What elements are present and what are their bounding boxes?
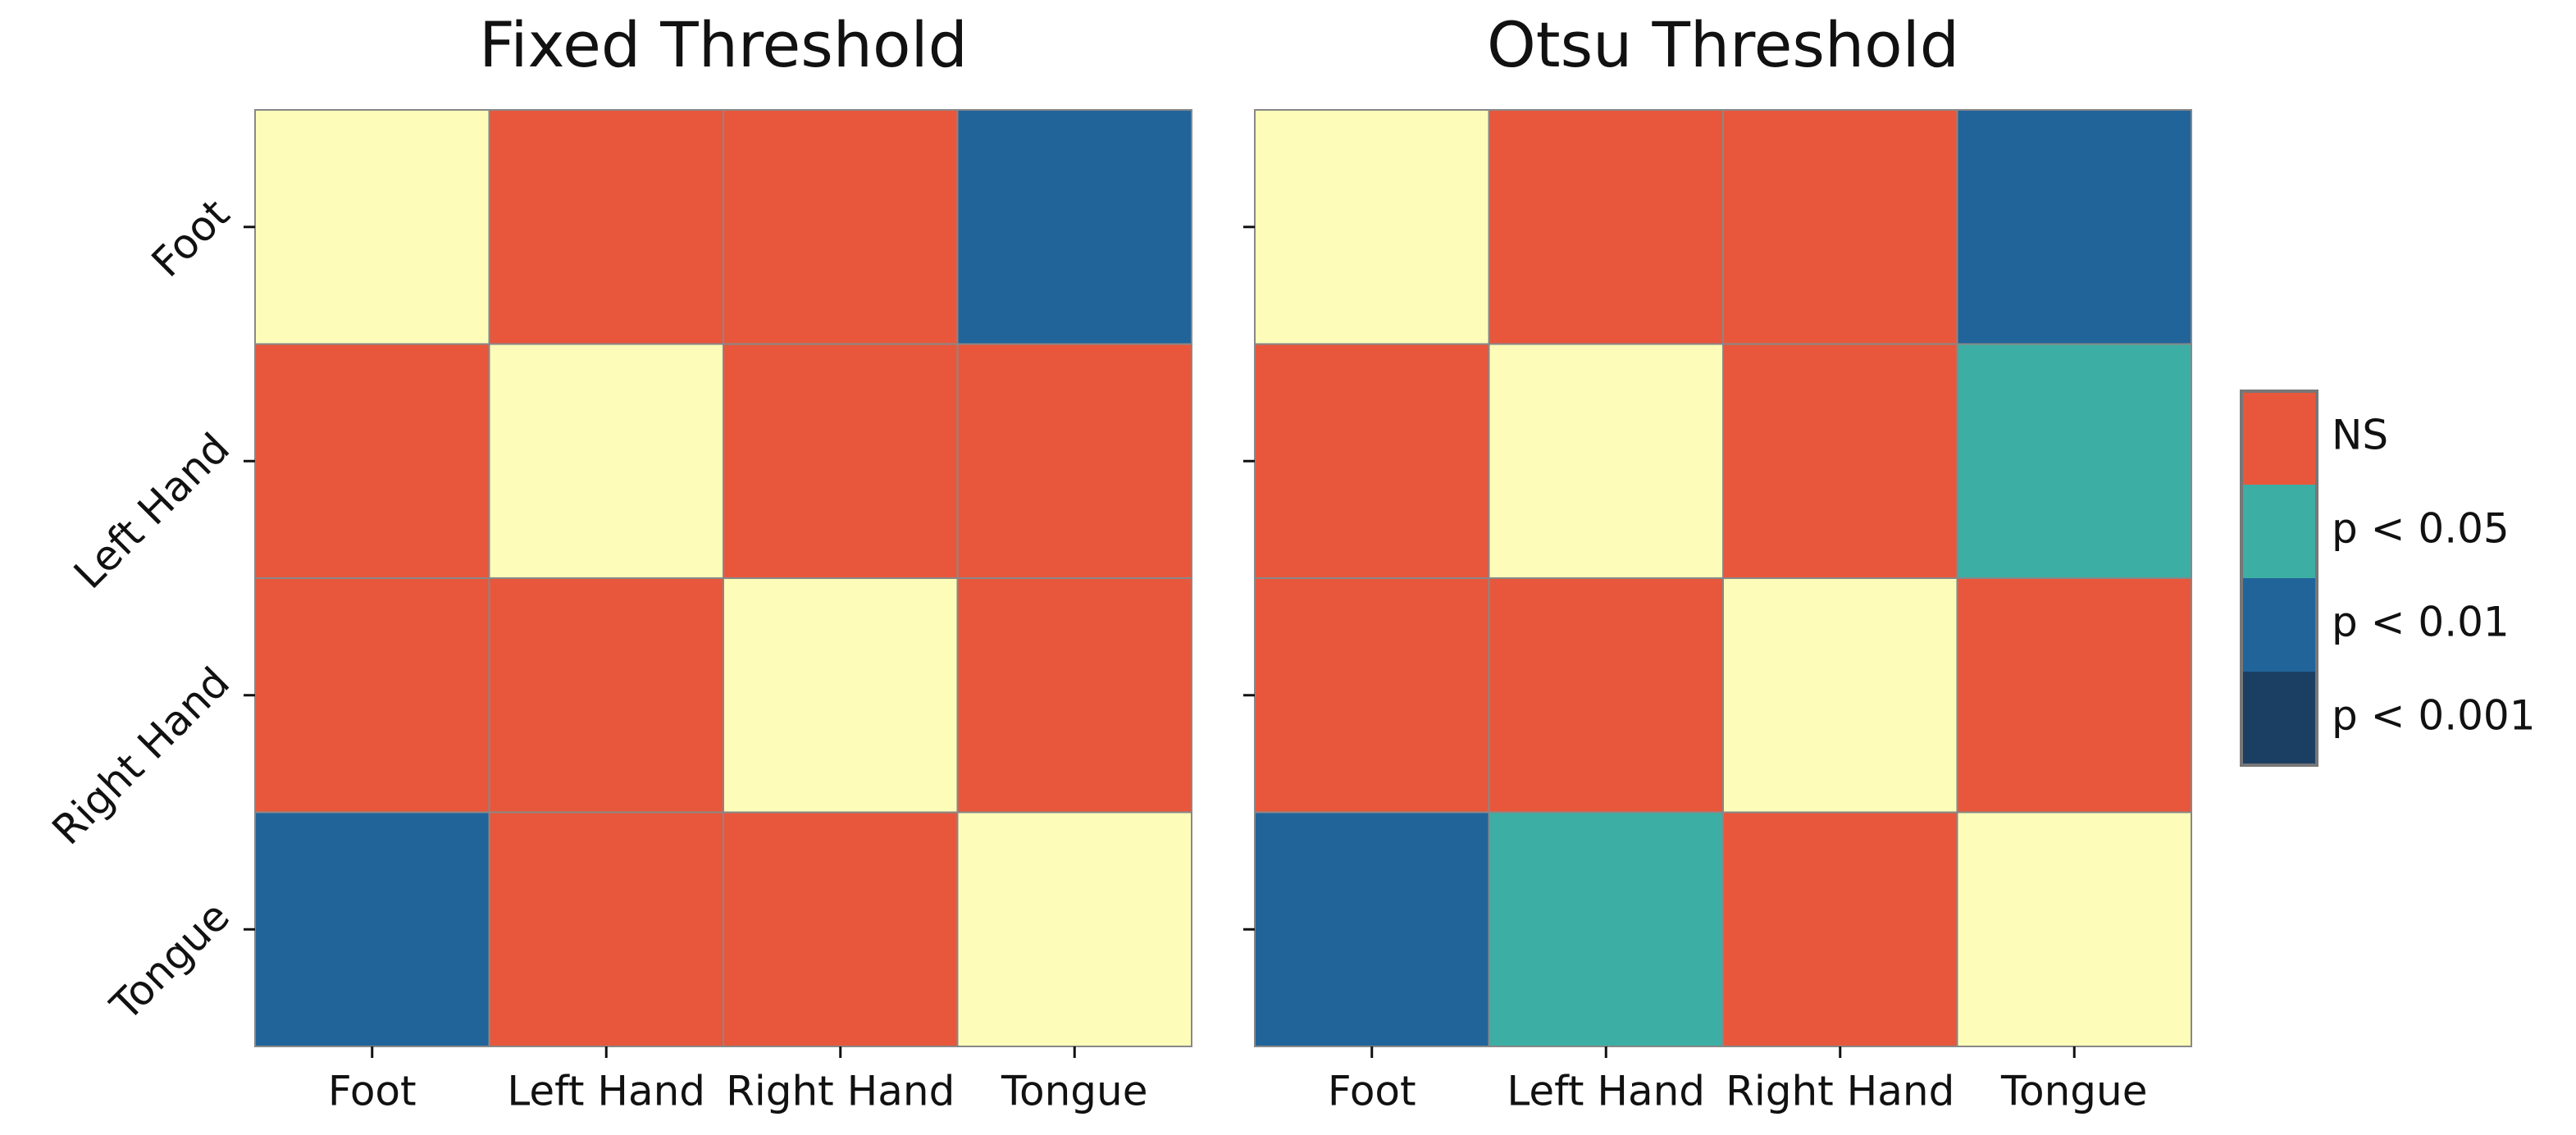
heatmap-cell — [488, 577, 724, 814]
heatmap-cell — [1254, 109, 1490, 345]
heatmap-cell — [1722, 109, 1958, 345]
legend-swatch — [2241, 391, 2317, 485]
heatmap-cell — [723, 343, 959, 579]
heatmap-cell — [956, 109, 1192, 345]
heatmap-cell — [1254, 811, 1490, 1047]
heatmap-cell — [254, 343, 490, 579]
legend-label: p < 0.05 — [2332, 505, 2510, 553]
heatmap-cell — [1722, 343, 1958, 579]
heatmap-cell — [723, 109, 959, 345]
panel-title: Fixed Threshold — [479, 8, 968, 81]
heatmap-cell — [1722, 577, 1958, 814]
heatmap-cell — [1956, 577, 2192, 814]
y-tick-label: Right Hand — [43, 659, 239, 854]
x-tick-label: Left Hand — [1507, 1068, 1705, 1115]
legend-swatch — [2241, 578, 2317, 672]
x-tick-label: Right Hand — [726, 1068, 955, 1115]
x-tick-label: Right Hand — [1726, 1068, 1954, 1115]
panel-frame — [1254, 109, 2192, 1047]
heatmap-cell — [723, 577, 959, 814]
legend-label: NS — [2332, 412, 2388, 459]
x-tick-label: Left Hand — [507, 1068, 705, 1115]
heatmap-cell — [1488, 343, 1724, 579]
panel-title: Otsu Threshold — [1487, 8, 1959, 81]
heatmap-cell — [254, 109, 490, 345]
heatmap-cell — [488, 811, 724, 1047]
heatmap-cell — [1254, 577, 1490, 814]
heatmap-cell — [488, 343, 724, 579]
heatmap-cell — [956, 343, 1192, 579]
y-tick-label: Left Hand — [65, 424, 239, 598]
heatmap-cell — [488, 109, 724, 345]
legend-label: p < 0.001 — [2332, 692, 2536, 740]
x-tick-label: Foot — [328, 1068, 417, 1115]
heatmap-cell — [956, 577, 1192, 814]
heatmap-cell — [1488, 577, 1724, 814]
legend-label: p < 0.01 — [2332, 599, 2510, 646]
y-tick-label: Foot — [143, 190, 239, 286]
heatmap-cell — [1956, 811, 2192, 1047]
panel-frame — [254, 109, 1192, 1047]
heatmap-cell — [1956, 109, 2192, 345]
legend-swatch — [2241, 485, 2317, 578]
heatmap-cell — [1488, 109, 1724, 345]
heatmap-cell — [254, 811, 490, 1047]
heatmap-cell — [956, 811, 1192, 1047]
heatmap-cell — [1254, 343, 1490, 579]
x-tick-label: Tongue — [2000, 1068, 2148, 1115]
x-tick-label: Tongue — [1001, 1068, 1148, 1115]
heatmap-cell — [1956, 343, 2192, 579]
legend-swatch — [2241, 672, 2317, 765]
y-tick-label: Tongue — [101, 892, 239, 1030]
heatmap-cell — [1488, 811, 1724, 1047]
x-tick-label: Foot — [1328, 1068, 1416, 1115]
heatmap-cell — [1722, 811, 1958, 1047]
heatmap-cell — [723, 811, 959, 1047]
heatmap-cell — [254, 577, 490, 814]
legend-frame — [2240, 390, 2318, 767]
